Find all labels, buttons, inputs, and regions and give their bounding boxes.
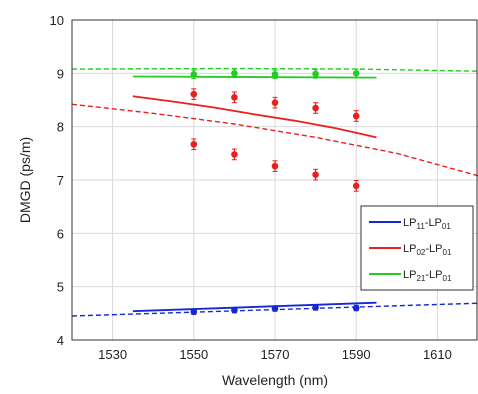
data-point (190, 308, 198, 316)
legend-subscript: 11 (416, 222, 425, 231)
plot-area-frame (71, 19, 478, 341)
data-point (271, 99, 279, 106)
legend-text-part: -LP (425, 217, 442, 229)
solid-line-lp21-lp01 (132, 75, 377, 79)
y-tick-label: 8 (57, 120, 64, 135)
data-point (190, 90, 198, 98)
y-tick-label: 6 (57, 226, 64, 241)
series-lp11-lp01 (71, 301, 478, 317)
x-tick-label: 1610 (423, 347, 452, 362)
x-axis-label: Wavelength (nm) (222, 372, 328, 388)
y-tick-label: 9 (57, 66, 64, 81)
legend-text-part: LP (403, 217, 416, 229)
legend-subscript: 21 (416, 274, 425, 283)
y-tick-label: 5 (57, 280, 64, 295)
y-tick-label: 4 (57, 333, 64, 348)
data-point (352, 112, 360, 120)
data-point (352, 70, 360, 77)
data-point (312, 171, 319, 178)
data-point (231, 306, 238, 314)
y-tick-label: 7 (57, 173, 64, 188)
data-point (312, 104, 319, 112)
data-point (312, 70, 319, 78)
data-point (190, 71, 198, 78)
y-axis-label: DMGD (ps/m) (17, 137, 33, 223)
data-point (231, 151, 238, 158)
legend-label: LP21-LP01 (403, 269, 452, 283)
data-point (271, 305, 279, 312)
legend-label: LP02-LP01 (403, 243, 452, 257)
legend-text-part: LP (403, 243, 416, 255)
data-point (352, 304, 360, 312)
data-point (271, 162, 279, 170)
legend-text-part: -LP (425, 269, 442, 281)
x-tick-label: 1550 (179, 347, 208, 362)
series-lp02-lp01 (71, 88, 478, 192)
solid-line-lp02-lp01 (132, 95, 377, 139)
legend-text-part: -LP (425, 243, 442, 255)
legend-subscript: 01 (443, 248, 452, 257)
data-point (312, 304, 319, 311)
legend-subscript: 01 (442, 222, 451, 231)
data-point (231, 94, 238, 101)
x-tick-label: 1570 (261, 347, 290, 362)
x-tick-label: 1530 (98, 347, 127, 362)
grid-lines (72, 19, 478, 341)
y-axis-ticks: 4 5 6 7 8 9 10 (50, 13, 64, 348)
y-tick-label: 10 (50, 13, 64, 28)
legend-subscript: 02 (416, 248, 425, 257)
legend-subscript: 01 (443, 274, 452, 283)
legend-text-part: LP (403, 269, 416, 281)
data-point (352, 182, 360, 190)
series-layer (71, 67, 478, 317)
data-point (271, 71, 279, 78)
legend-label: LP11-LP01 (403, 217, 451, 231)
x-tick-label: 1590 (342, 347, 371, 362)
data-point (231, 70, 238, 77)
solid-line-lp11-lp01 (132, 301, 377, 313)
series-lp21-lp01 (71, 67, 478, 80)
data-point (190, 140, 198, 148)
x-axis-ticks: 1530 1550 1570 1590 1610 (98, 347, 452, 362)
dashed-line-lp21-lp01 (71, 67, 478, 72)
dashed-line-lp02-lp01 (71, 103, 478, 177)
